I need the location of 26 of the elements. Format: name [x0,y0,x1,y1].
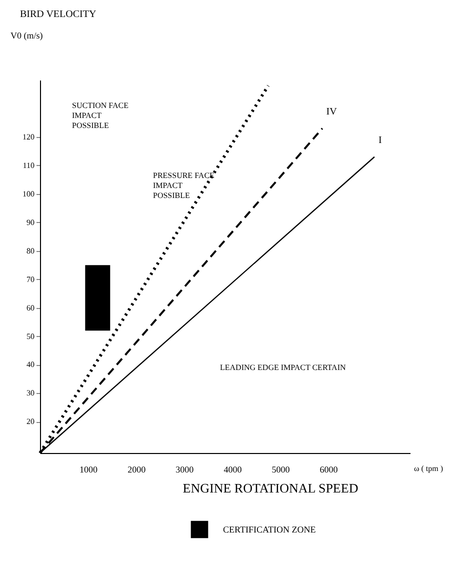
x-tick-label: 4000 [224,464,242,474]
x-tick-label: 6000 [320,464,338,474]
y-tick-label: 20 [26,417,34,426]
y-tick-label: 70 [26,274,34,284]
y-tick-label: 90 [26,218,34,227]
annotation: I [378,134,382,146]
y-tick-label: 80 [26,246,34,256]
legend-label: CERTIFICATION ZONE [223,524,316,534]
y-tick-label: 40 [26,360,34,370]
text: ω ( tpm ) [414,464,444,473]
annotation: IV [326,106,338,118]
x-tick-label: 5000 [272,464,290,474]
y-tick-label: 30 [26,388,34,398]
y-tick-label: 120 [22,132,34,142]
x-axis-title: ENGINE ROTATIONAL SPEED [182,480,358,496]
x-tick-label: 2000 [128,464,146,474]
y-tick-label: 110 [22,160,34,170]
y-tick-label: 50 [26,332,34,341]
x-tick-label: 1000 [80,464,98,474]
chart-title: BIRD VELOCITY [20,9,96,20]
y-tick-label: 60 [26,303,34,312]
y-axis-title: V0 (m/s) [10,30,43,40]
x-tick-label: 3000 [176,464,194,474]
annotation: LEADING EDGE IMPACT CERTAIN [220,363,346,372]
y-tick-label: 100 [22,189,34,198]
annotation: SUCTION FACE IMPACT POSSIBLE [72,101,129,130]
